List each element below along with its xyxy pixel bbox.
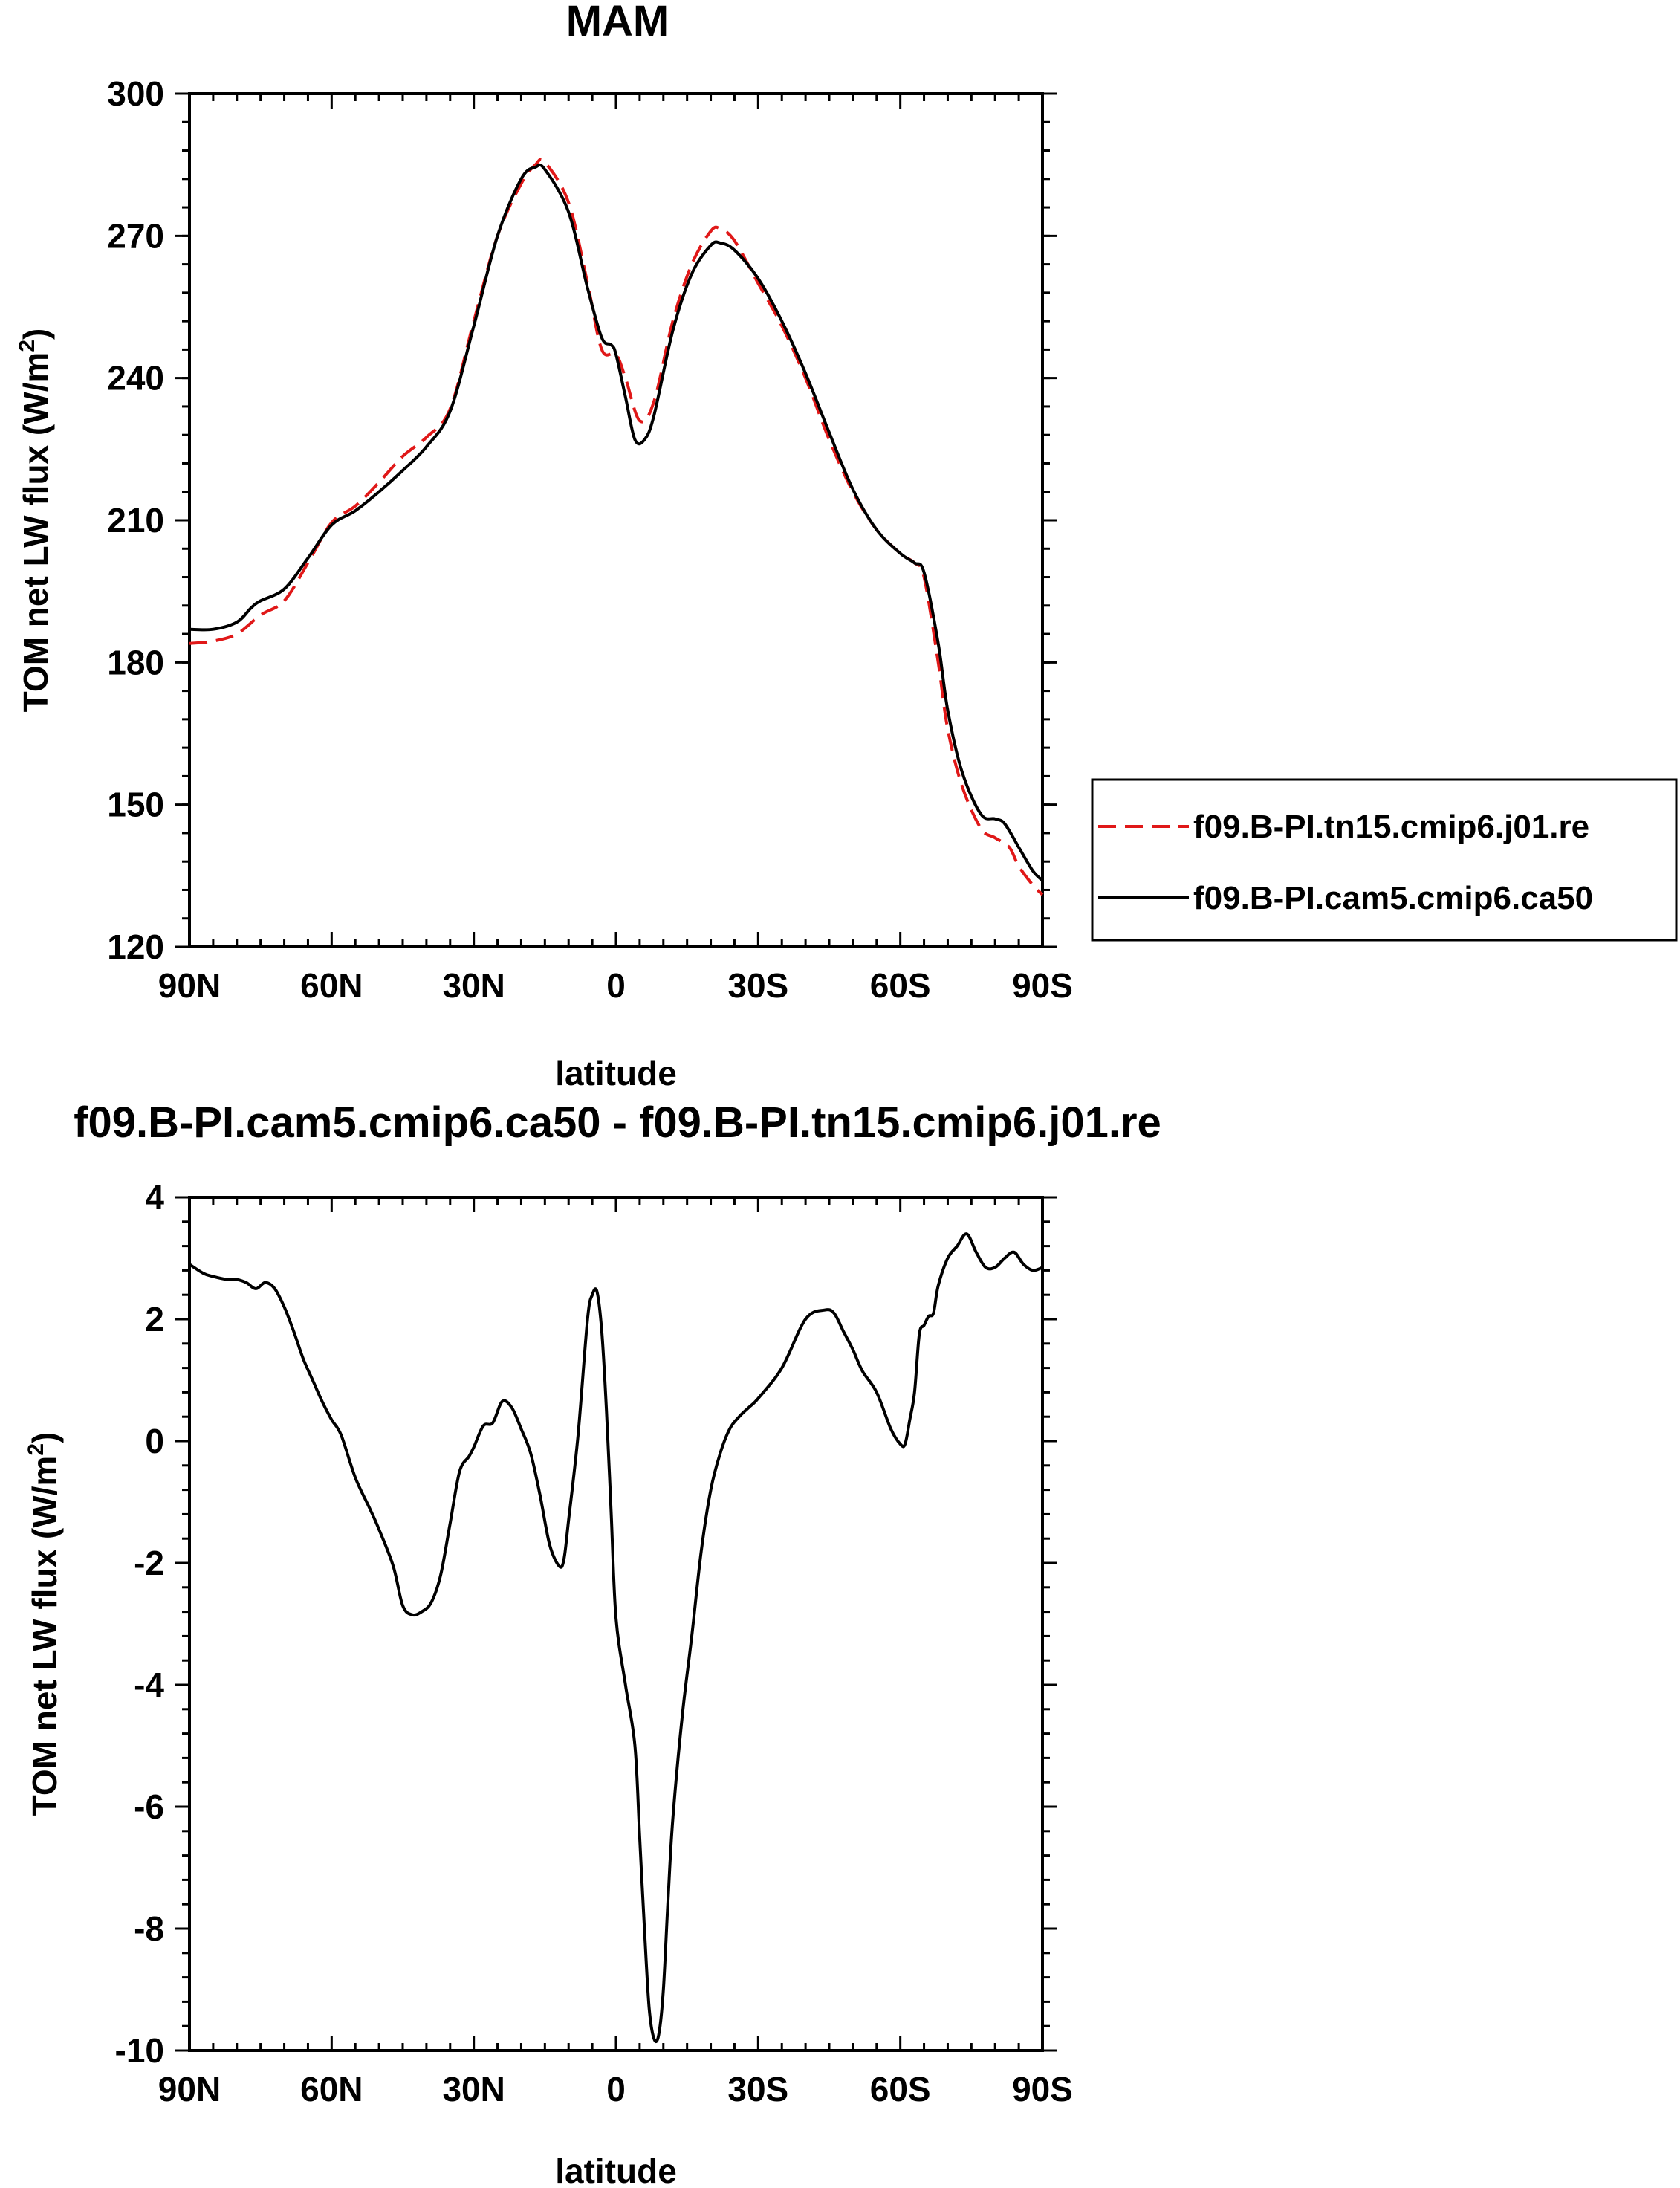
y-tick-label: 120 [107, 928, 164, 966]
y-tick-label: 270 [107, 216, 164, 255]
y-tick-label: -2 [134, 1544, 164, 1582]
tick-labels: 90N 60N 30N 0 30S 60S 90S -10 -8 -6 -4 -2 0 2 4 [115, 1178, 1073, 2108]
legend-label-ca50: f09.B-PI.cam5.cmip6.ca50 [1193, 880, 1593, 916]
x-tick-label: 60N [300, 2070, 363, 2108]
top-chart: MAM 90N 60N 30N 0 30S 60S 90S 120 150 180 210 240 27… [15, 0, 1678, 1093]
y-tick-label: -8 [134, 1909, 164, 1948]
tick-labels: 90N 60N 30N 0 30S 60S 90S 120 150 180 210 240 270 300 [107, 74, 1073, 1005]
series-lines [188, 1232, 1043, 2043]
tick-marks [175, 92, 1057, 948]
x-tick-label: 30S [727, 2070, 788, 2108]
bottom-chart: f09.B-PI.cam5.cmip6.ca50 - f09.B-PI.tn15… [24, 1098, 1161, 2188]
y-axis-label: TOM net LW flux (W/m2) [15, 328, 55, 713]
y-tick-label: -4 [134, 1666, 164, 1704]
x-axis-label: latitude [555, 2152, 677, 2188]
x-axis-label: latitude [555, 1054, 677, 1093]
x-tick-label: 90N [158, 2070, 221, 2108]
y-tick-label: 240 [107, 359, 164, 398]
chart-title: f09.B-PI.cam5.cmip6.ca50 - f09.B-PI.tn15… [74, 1098, 1161, 1147]
tick-marks [175, 1196, 1057, 2052]
legend-label-tn15: f09.B-PI.tn15.cmip6.j01.re [1193, 809, 1589, 845]
x-tick-label: 0 [606, 966, 626, 1005]
y-axis-label: TOM net LW flux (W/m2) [24, 1432, 64, 1816]
legend: f09.B-PI.tn15.cmip6.j01.re f09.B-PI.cam5… [1091, 778, 1678, 942]
x-tick-label: 90S [1012, 2070, 1073, 2108]
y-tick-label: 2 [145, 1300, 164, 1339]
x-tick-label: 60N [300, 966, 363, 1005]
series-lines [189, 158, 1044, 896]
y-tick-label: 300 [107, 74, 164, 113]
y-tick-label: 4 [145, 1178, 164, 1217]
y-tick-label: 180 [107, 643, 164, 682]
y-tick-label: 150 [107, 786, 164, 824]
y-tick-label: 0 [145, 1422, 164, 1460]
y-tick-label: 210 [107, 501, 164, 540]
x-tick-label: 0 [606, 2070, 626, 2108]
x-tick-label: 60S [870, 966, 931, 1005]
x-tick-label: 90N [158, 966, 221, 1005]
series-line-f09-b-pi-cam5-cmip6-ca50 [189, 163, 1044, 882]
y-tick-label: -10 [115, 2031, 164, 2070]
legend-box [1091, 778, 1678, 942]
y-tick-label: -6 [134, 1787, 164, 1826]
x-tick-label: 30N [442, 2070, 505, 2108]
plot-frame [188, 92, 1044, 948]
series-line-difference [188, 1232, 1043, 2043]
x-tick-label: 30S [727, 966, 788, 1005]
chart-title: MAM [566, 0, 669, 45]
x-tick-label: 90S [1012, 966, 1073, 1005]
x-tick-label: 30N [442, 966, 505, 1005]
series-line-f09-b-pi-tn15-cmip6-j01-re [189, 158, 1044, 896]
x-tick-label: 60S [870, 2070, 931, 2108]
